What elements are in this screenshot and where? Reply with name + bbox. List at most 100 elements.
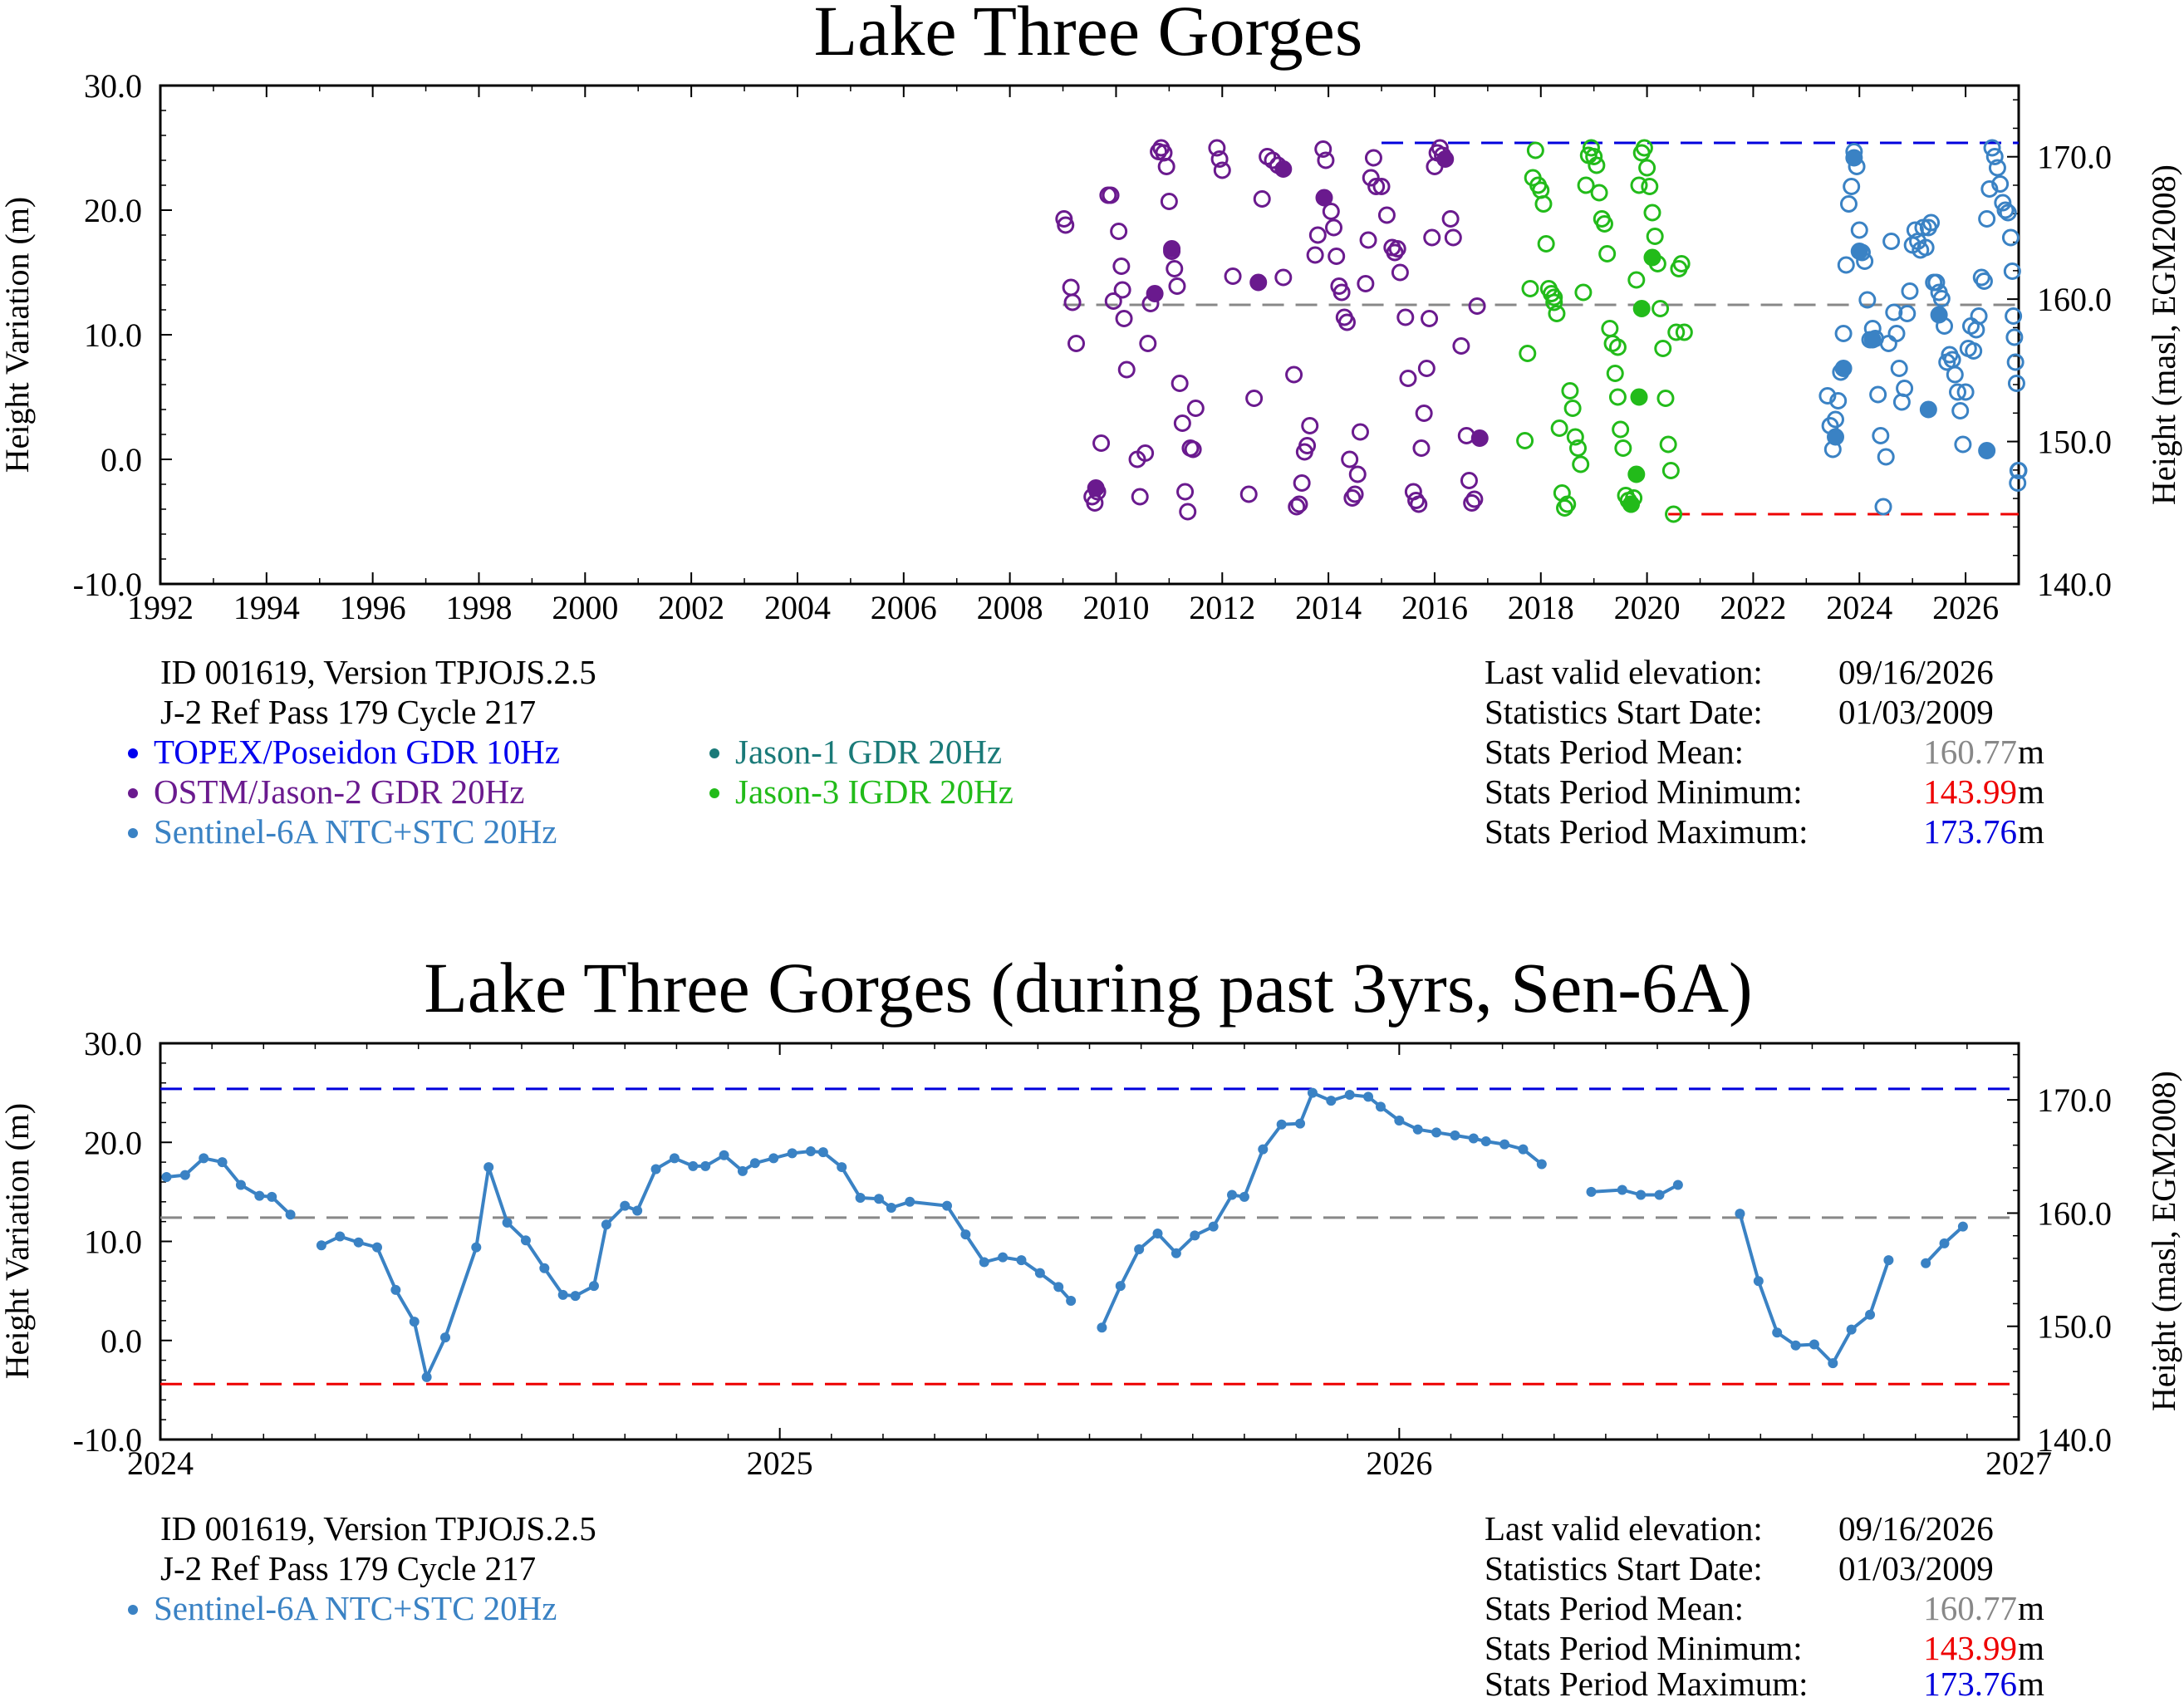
data-point <box>1595 215 1613 233</box>
data-point <box>1858 291 1877 309</box>
data-point <box>1943 351 1961 369</box>
data-point <box>1526 141 1544 159</box>
x-tick-label: 2002 <box>658 589 724 626</box>
data-point <box>1417 360 1436 377</box>
bottom-y-tick-labels: 30.0 20.0 10.0 0.0 -10.0 <box>73 1025 142 1459</box>
series-line-segment <box>1100 1091 1544 1329</box>
data-point <box>1343 489 1362 507</box>
bottom-y-axis-label: Height Variation (m) <box>0 1103 36 1380</box>
data-point <box>1772 1327 1783 1338</box>
data-point <box>1534 195 1553 213</box>
data-point <box>1519 345 1537 362</box>
data-point <box>1208 139 1226 157</box>
data-point <box>1572 455 1590 473</box>
data-point <box>1112 258 1131 275</box>
top-min-label: Stats Period Minimum: <box>1485 773 1803 811</box>
data-point <box>1850 221 1868 239</box>
data-point <box>1290 495 1308 513</box>
data-point <box>1590 184 1608 202</box>
data-point <box>254 1190 265 1201</box>
data-point <box>217 1157 228 1168</box>
data-point <box>1415 405 1433 422</box>
data-point-filled <box>1930 306 1948 324</box>
data-point <box>1359 231 1377 249</box>
data-point <box>1980 180 1999 198</box>
y-tick-label: 20.0 <box>84 192 142 229</box>
data-point <box>2006 353 2024 371</box>
data-point <box>1975 272 1993 290</box>
data-point <box>1063 293 1082 311</box>
data-point <box>1264 151 1282 169</box>
data-point <box>1735 1209 1745 1219</box>
data-point <box>2001 228 2020 247</box>
data-point <box>1306 246 1324 264</box>
data-point <box>1922 213 1941 232</box>
top-mean-label: Stats Period Mean: <box>1485 733 1744 771</box>
data-point <box>1667 323 1686 341</box>
data-point <box>1057 216 1075 234</box>
data-point <box>1224 267 1242 285</box>
data-point <box>632 1205 643 1216</box>
legend-marker <box>128 788 138 798</box>
data-point-filled <box>1627 465 1646 483</box>
data-point <box>1518 1144 1529 1155</box>
data-point <box>1399 370 1417 387</box>
data-point-filled <box>1630 388 1648 406</box>
data-point <box>1954 435 1972 454</box>
data-point <box>1160 193 1178 210</box>
top-x-tick-labels: 1992 1994 1996 1998 2000 2002 2004 2006 2008 2010… <box>127 589 1999 626</box>
data-point <box>1363 1091 1374 1102</box>
data-point <box>1939 1238 1950 1248</box>
data-point <box>1588 156 1606 174</box>
data-point <box>1412 439 1431 457</box>
top-max-unit: m <box>2018 812 2044 851</box>
data-point <box>1606 365 1624 382</box>
data-point <box>873 1194 884 1204</box>
data-point <box>1134 1244 1145 1255</box>
data-point <box>1210 150 1229 168</box>
y2-tick-label: 140.0 <box>2037 1421 2112 1459</box>
data-point-filled <box>1315 189 1333 207</box>
data-point <box>1809 1339 1819 1350</box>
data-point <box>1601 320 1619 337</box>
data-point-filled <box>1919 400 1937 419</box>
data-point <box>1104 292 1122 310</box>
data-point <box>1452 337 1470 355</box>
data-point <box>1972 268 1990 287</box>
bottom-legend: Sentinel-6A NTC+STC 20Hz <box>128 1589 557 1627</box>
data-point <box>1468 297 1486 315</box>
data-point <box>1970 307 1988 325</box>
data-point <box>1362 169 1380 187</box>
y-tick-label: 0.0 <box>101 1322 142 1360</box>
data-point <box>650 1164 661 1175</box>
data-point <box>1545 288 1563 307</box>
data-point <box>1946 365 1964 384</box>
data-point <box>1586 1186 1597 1197</box>
top-stats-start-label: Statistics Start Date: <box>1485 693 1763 731</box>
data-point <box>1245 390 1264 407</box>
data-point <box>1956 383 1975 401</box>
top-chart-title: Lake Three Gorges <box>814 0 1363 71</box>
y-tick-label: 20.0 <box>84 1124 142 1161</box>
bottom-minor-ticks <box>160 1042 2020 1440</box>
data-point <box>1460 472 1478 489</box>
series-line-segment <box>166 1156 292 1216</box>
bottom-y2-axis-label: Height (masl, EGM2008) <box>2145 1071 2182 1411</box>
data-point <box>1332 283 1351 302</box>
data-point <box>1846 1324 1857 1335</box>
top-max-label: Stats Period Maximum: <box>1485 812 1809 851</box>
legend-label: Sentinel-6A NTC+STC 20Hz <box>154 812 557 851</box>
data-point <box>1901 282 1919 300</box>
bottom-last-valid-label: Last valid elevation: <box>1485 1509 1763 1547</box>
data-point <box>1569 439 1588 457</box>
data-point <box>1351 423 1369 441</box>
data-point <box>1790 1340 1801 1351</box>
data-point <box>179 1170 190 1180</box>
bottom-max-unit: m <box>2018 1665 2044 1702</box>
bottom-last-valid-value: 09/16/2026 <box>1838 1509 1994 1547</box>
data-point <box>1659 435 1677 454</box>
data-point-filled <box>1163 240 1181 258</box>
data-point <box>1412 1124 1423 1135</box>
